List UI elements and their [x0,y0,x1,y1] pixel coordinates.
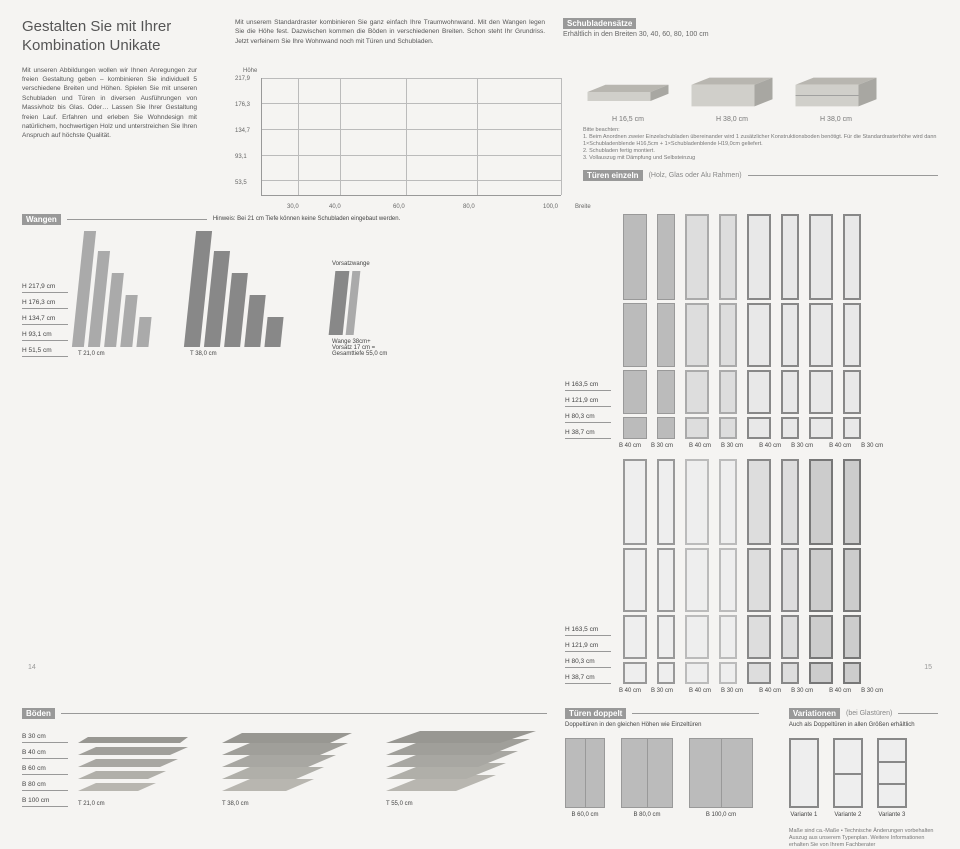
ytick-0: 217,9 [235,76,250,82]
ytick-1: 176,3 [235,102,250,108]
intro-top: Mit unserem Standardraster kombinieren S… [235,18,545,46]
dh2-2: H 80,3 cm [565,652,611,668]
dh2-3: H 38,7 cm [565,668,611,684]
dwb-7: B 30 cm [861,688,883,694]
drawers-sub: Erhältlich in den Breiten 30, 40, 60, 80… [563,31,938,38]
dwb-1: B 30 cm [651,688,673,694]
xtick-2: 60,0 [393,204,405,210]
dw-0: B 40 cm [619,443,641,449]
dh-0: H 163,5 cm [565,375,611,391]
boeden-title: Böden [22,708,55,719]
dwb-2: B 40 cm [689,688,711,694]
dw-4: B 40 cm [759,443,781,449]
var-sub: Auch als Doppeltüren in allen Größen erh… [789,722,938,728]
bd-0: T 21,0 cm [78,801,188,807]
dd-title: Türen doppelt [565,708,626,719]
bd-1: T 38,0 cm [222,801,352,807]
dh-2: H 80,3 cm [565,407,611,423]
bw-0: B 30 cm [22,727,68,743]
wd-1: T 38,0 cm [190,351,282,357]
dw-1: B 30 cm [651,443,673,449]
bd-2: T 55,0 cm [386,801,536,807]
ytick-3: 93,1 [235,154,247,160]
ytick-2: 134,7 [235,128,250,134]
doors-glass [623,459,861,684]
note-title: Bitte beachten: [583,127,620,133]
vorsatz-wange [332,271,387,335]
dw-2: B 40 cm [689,443,711,449]
dwb-3: B 30 cm [721,688,743,694]
wh-0: H 217,9 cm [22,277,68,293]
axis-y-title: Höhe [243,68,257,74]
ddw-0: B 60,0 cm [565,812,605,818]
dh2-1: H 121,9 cm [565,636,611,652]
vorsatz-n3: Gesamttiefe 55,0 cm [332,351,387,357]
wangen-group-t38 [190,231,282,347]
shelves-t55: T 55,0 cm [386,731,536,807]
dh2-0: H 163,5 cm [565,620,611,636]
xtick-3: 80,0 [463,204,475,210]
page-left: 14 [28,664,36,671]
var-footnote: Maße sind ca.-Maße • Technische Änderung… [789,828,938,849]
dw-5: B 30 cm [791,443,813,449]
xtick-0: 30,0 [287,204,299,210]
ytick-4: 53,5 [235,180,247,186]
dw-7: B 30 cm [861,443,883,449]
double-doors: B 60,0 cm B 80,0 cm B 100,0 cm [565,738,759,818]
wangen-group-t21 [78,231,150,347]
note-2: 2. Schubladen fertig montiert. [583,148,655,154]
bw-1: B 40 cm [22,743,68,759]
dw-6: B 40 cm [829,443,851,449]
dh-1: H 121,9 cm [565,391,611,407]
raster-grid: Höhe 217,9 176,3 134,7 93,1 53,5 30,0 40… [235,66,565,208]
note-1: 1. Beim Anordnen zweier Einzelschubladen… [583,134,936,147]
wangen-height-labels: H 217,9 cm H 176,3 cm H 134,7 cm H 93,1 … [22,277,68,357]
drawer-lbl-0: H 16,5 cm [583,116,673,123]
vl-0: Variante 1 [789,812,819,818]
drawers-title: Schubladensätze [563,18,636,29]
dw-3: B 30 cm [721,443,743,449]
doors-wood [623,214,861,439]
dwb-5: B 30 cm [791,688,813,694]
axis-x-title: Breite [575,204,591,210]
variation-doors: Variante 1 Variante 2 Variante 3 [789,738,938,818]
drawer-row: H 16,5 cm H 38,0 cm H 38,0 cm [583,72,938,123]
wh-1: H 176,3 cm [22,293,68,309]
dd-sub: Doppeltüren in den gleichen Höhen wie Ei… [565,722,759,728]
wd-0: T 21,0 cm [78,351,150,357]
dh-3: H 38,7 cm [565,423,611,439]
bw-4: B 100 cm [22,791,68,807]
xtick-1: 40,0 [329,204,341,210]
shelves-t21: T 21,0 cm [78,731,188,807]
drawer-lbl-1: H 38,0 cm [687,116,777,123]
note-3: 3. Vollauszug mit Dämpfung und Selbstein… [583,155,695,161]
wh-3: H 93,1 cm [22,325,68,341]
var-paren: (bei Glastüren) [846,710,892,717]
wangen-hinweis: Hinweis: Bei 21 cm Tiefe können keine Sc… [213,216,400,222]
xtick-4: 100,0 [543,204,558,210]
wangen-title: Wangen [22,214,61,225]
page-right: 15 [924,664,932,671]
ddw-1: B 80,0 cm [621,812,673,818]
drawer-lbl-2: H 38,0 cm [791,116,881,123]
var-title: Variationen [789,708,840,719]
wh-2: H 134,7 cm [22,309,68,325]
headline-1: Gestalten Sie mit Ihrer [22,18,171,35]
headline-2: Kombination Unikate [22,37,160,54]
bw-3: B 80 cm [22,775,68,791]
bw-2: B 60 cm [22,759,68,775]
intro-left: Mit unseren Abbildungen wollen wir Ihnen… [22,66,197,141]
dwb-0: B 40 cm [619,688,641,694]
dwb-4: B 40 cm [759,688,781,694]
doors-single-title: Türen einzeln [583,170,643,181]
vl-1: Variante 2 [833,812,863,818]
wh-4: H 51,5 cm [22,341,68,357]
dwb-6: B 40 cm [829,688,851,694]
vorsatz-title: Vorsatzwange [332,261,387,267]
doors-single-sub: (Holz, Glas oder Alu Rahmen) [649,172,742,179]
ddw-2: B 100,0 cm [689,812,753,818]
vl-2: Variante 3 [877,812,907,818]
shelves-t38: T 38,0 cm [222,731,352,807]
